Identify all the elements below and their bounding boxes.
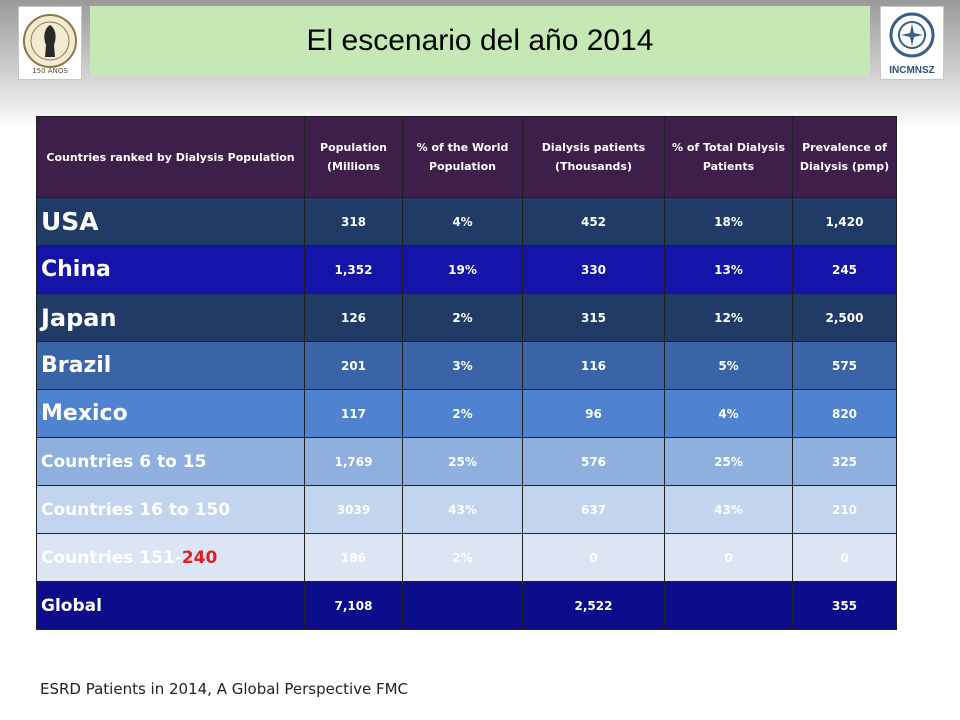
cell-dialysis-patients: 452 (522, 197, 665, 246)
cell-world-pct: 2% (402, 293, 523, 342)
cell-prevalence: 2,500 (792, 293, 897, 342)
dialysis-table: Countries ranked by Dialysis Population … (36, 116, 897, 630)
logo-left-text: 150 AÑOS (32, 66, 68, 75)
cell-prevalence: 0 (792, 533, 897, 582)
col-header-country: Countries ranked by Dialysis Population (36, 116, 305, 198)
incmnsz-logo: INCMNSZ (880, 6, 944, 80)
cell-prevalence: 820 (792, 389, 897, 438)
cell-total-pct: 13% (664, 245, 793, 294)
cell-dialysis-patients: 315 (522, 293, 665, 342)
country-label-suffix: 240 (181, 547, 218, 568)
table-row: Countries 16 to 150 3039 43% 637 43% 210 (36, 485, 897, 534)
table-header-row: Countries ranked by Dialysis Population … (36, 116, 897, 198)
table-body: USA 318 4% 452 18% 1,420 China 1,352 19%… (36, 197, 897, 630)
row-countries-16-150: Countries 16 to 150 (36, 485, 305, 534)
col-header-population: Population (Millions (304, 116, 403, 198)
row-countries-151-240: Countries 151-240 (36, 533, 305, 582)
table-row: Brazil 201 3% 116 5% 575 (36, 341, 897, 390)
row-global: Global (36, 581, 305, 630)
cell-world-pct: 2% (402, 533, 523, 582)
col-header-dialysis-patients: Dialysis patients (Thousands) (522, 116, 665, 198)
cell-world-pct: 4% (402, 197, 523, 246)
cell-total-pct (664, 581, 793, 630)
cell-world-pct: 2% (402, 389, 523, 438)
cell-total-pct: 25% (664, 437, 793, 486)
row-country-china: China (36, 245, 305, 294)
cell-population: 126 (304, 293, 403, 342)
cell-prevalence: 325 (792, 437, 897, 486)
cell-dialysis-patients: 576 (522, 437, 665, 486)
cell-total-pct: 43% (664, 485, 793, 534)
row-country-brazil: Brazil (36, 341, 305, 390)
cell-dialysis-patients: 116 (522, 341, 665, 390)
table-row: Global 7,108 2,522 355 (36, 581, 897, 630)
cell-world-pct: 43% (402, 485, 523, 534)
table-row: China 1,352 19% 330 13% 245 (36, 245, 897, 294)
cell-dialysis-patients: 2,522 (522, 581, 665, 630)
cell-prevalence: 355 (792, 581, 897, 630)
cell-total-pct: 0 (664, 533, 793, 582)
cell-population: 1,769 (304, 437, 403, 486)
row-country-usa: USA (36, 197, 305, 246)
cell-world-pct: 3% (402, 341, 523, 390)
emblem-icon: INCMNSZ (889, 12, 935, 76)
row-country-japan: Japan (36, 293, 305, 342)
cell-prevalence: 210 (792, 485, 897, 534)
table-row: Countries 151-240 186 2% 0 0 0 (36, 533, 897, 582)
cell-total-pct: 4% (664, 389, 793, 438)
cell-world-pct: 25% (402, 437, 523, 486)
cell-dialysis-patients: 96 (522, 389, 665, 438)
logo-right-text: INCMNSZ (889, 65, 935, 76)
cell-population: 117 (304, 389, 403, 438)
cell-dialysis-patients: 637 (522, 485, 665, 534)
table-row: USA 318 4% 452 18% 1,420 (36, 197, 897, 246)
cell-total-pct: 18% (664, 197, 793, 246)
table-row: Countries 6 to 15 1,769 25% 576 25% 325 (36, 437, 897, 486)
cell-dialysis-patients: 330 (522, 245, 665, 294)
row-countries-6-15: Countries 6 to 15 (36, 437, 305, 486)
cell-population: 7,108 (304, 581, 403, 630)
cell-world-pct: 19% (402, 245, 523, 294)
row-country-mexico: Mexico (36, 389, 305, 438)
cell-population: 186 (304, 533, 403, 582)
cell-population: 3039 (304, 485, 403, 534)
cell-prevalence: 1,420 (792, 197, 897, 246)
cell-dialysis-patients: 0 (522, 533, 665, 582)
cell-total-pct: 12% (664, 293, 793, 342)
academia-logo: 150 AÑOS (18, 6, 82, 80)
col-header-prevalence: Prevalence of Dialysis (pmp) (792, 116, 897, 198)
cell-total-pct: 5% (664, 341, 793, 390)
cell-population: 318 (304, 197, 403, 246)
slide-title: El escenario del año 2014 (90, 6, 870, 76)
col-header-world-pct: % of the World Population (402, 116, 523, 198)
cell-population: 1,352 (304, 245, 403, 294)
country-label-prefix: Countries 151- (41, 547, 182, 568)
cell-world-pct (402, 581, 523, 630)
col-header-total-pct: % of Total Dialysis Patients (664, 116, 793, 198)
source-citation: ESRD Patients in 2014, A Global Perspect… (40, 680, 409, 698)
cell-population: 201 (304, 341, 403, 390)
table-row: Mexico 117 2% 96 4% 820 (36, 389, 897, 438)
cell-prevalence: 575 (792, 341, 897, 390)
seal-icon: 150 AÑOS (23, 14, 77, 75)
table-row: Japan 126 2% 315 12% 2,500 (36, 293, 897, 342)
cell-prevalence: 245 (792, 245, 897, 294)
